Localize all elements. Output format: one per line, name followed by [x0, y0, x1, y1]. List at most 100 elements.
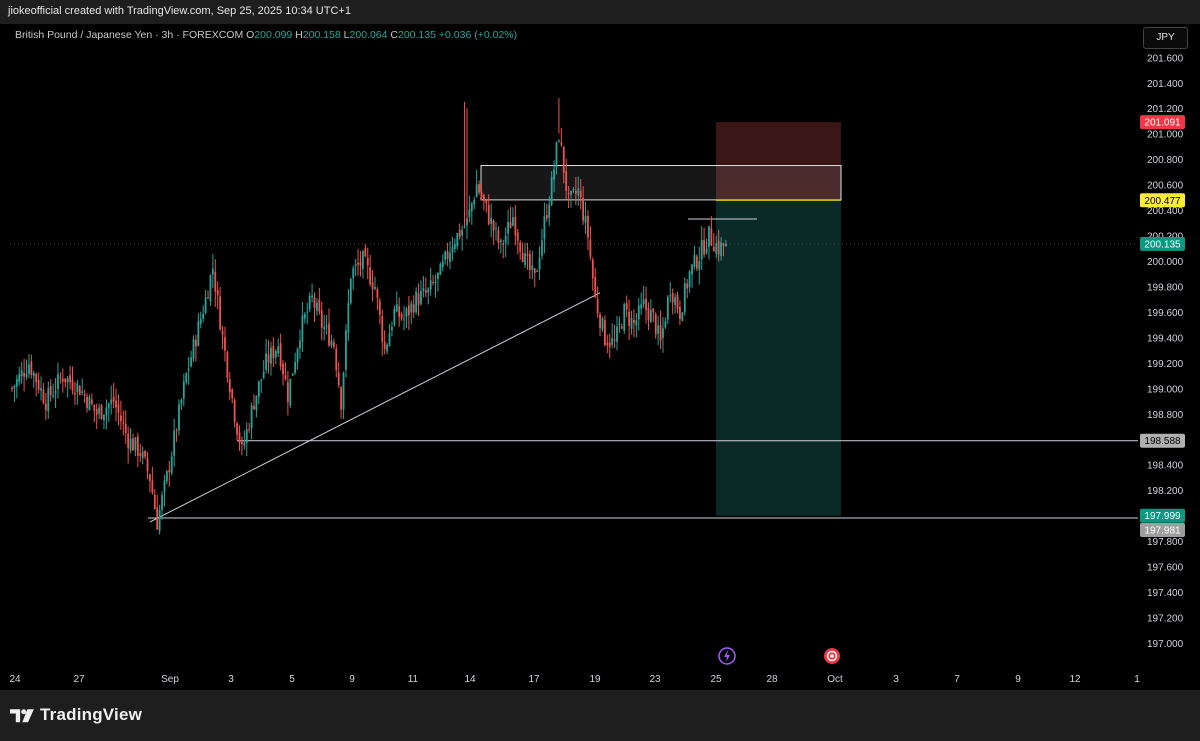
candle-body	[28, 364, 30, 374]
candle-body	[211, 268, 214, 275]
candle-body	[369, 267, 372, 285]
candle-body	[308, 296, 311, 310]
candle	[608, 333, 611, 359]
candle-body	[187, 368, 190, 371]
y-axis-tick: 197.800	[1147, 537, 1184, 548]
candle-body	[340, 387, 343, 410]
candle	[432, 275, 434, 286]
y-axis-tick: 199.000	[1147, 384, 1184, 395]
candle	[306, 302, 309, 325]
candle	[403, 305, 405, 331]
y-axis-tick: 200.800	[1147, 155, 1184, 166]
candle-body	[175, 430, 178, 432]
candle	[640, 292, 643, 315]
candle-body	[567, 193, 570, 195]
candle-body	[257, 381, 260, 397]
candle	[611, 323, 614, 349]
candle	[335, 344, 338, 378]
candle	[308, 292, 311, 312]
candle	[495, 222, 497, 241]
candle-body	[66, 377, 69, 383]
candle-body	[81, 391, 84, 393]
candle-body	[260, 379, 263, 381]
candle-body	[698, 260, 701, 270]
candle-body	[146, 458, 149, 472]
candle	[86, 393, 88, 413]
candle-body	[190, 357, 192, 367]
tradingview-logo[interactable]: TradingView	[10, 705, 142, 725]
price-label-value: 200.477	[1144, 196, 1181, 207]
candle	[688, 269, 691, 293]
candle-body	[178, 404, 180, 431]
candle-body	[231, 389, 234, 398]
candle	[565, 158, 568, 200]
brand-name: TradingView	[40, 705, 143, 724]
candle-body	[441, 261, 444, 268]
top-caption-bar: jiokeofficial created with TradingView.c…	[0, 0, 1200, 24]
resistance-zone	[480, 165, 842, 201]
candle	[359, 251, 362, 277]
candle	[630, 310, 633, 335]
candle-body	[468, 209, 471, 218]
candle	[606, 334, 609, 354]
ohlc-open: O200.099	[246, 29, 293, 41]
candle	[243, 430, 246, 450]
candle	[587, 210, 589, 251]
candle	[141, 446, 144, 465]
candle-body	[90, 399, 93, 404]
candle	[485, 199, 488, 213]
y-axis-tick: 197.600	[1147, 563, 1184, 574]
candle	[124, 410, 127, 444]
y-axis-tick: 201.600	[1147, 53, 1184, 64]
candle	[354, 258, 357, 277]
candle	[555, 141, 558, 175]
candle	[604, 315, 606, 347]
y-axis-tick: 197.200	[1147, 613, 1184, 624]
candle	[52, 383, 55, 399]
candle-body	[606, 342, 609, 346]
candle-body	[572, 189, 575, 191]
candle	[437, 272, 439, 292]
candle-body	[589, 239, 592, 257]
candle	[66, 376, 69, 398]
candle	[185, 371, 188, 385]
candle-body	[337, 372, 340, 386]
y-axis-tick: 197.000	[1147, 639, 1184, 650]
candle	[487, 194, 490, 226]
ohlc-low: L200.064	[343, 29, 388, 41]
candle-body	[23, 373, 25, 377]
currency-button[interactable]: JPY	[1143, 27, 1188, 49]
candle-body	[492, 220, 495, 231]
candle	[531, 250, 534, 280]
x-axis-tick: 12	[1069, 674, 1081, 685]
candle	[47, 381, 50, 419]
event-dot-icon	[830, 654, 834, 658]
candle	[13, 384, 16, 402]
candle-body	[708, 225, 710, 247]
candle-body	[659, 324, 662, 341]
candle	[470, 201, 473, 225]
candle	[342, 371, 345, 419]
candle	[642, 285, 645, 308]
candle	[516, 228, 519, 255]
price-label-value: 201.091	[1144, 118, 1181, 129]
candle	[146, 452, 149, 480]
candle	[28, 354, 30, 379]
candle	[286, 370, 289, 416]
candle	[270, 341, 272, 376]
chart-pane[interactable]	[8, 24, 1192, 690]
candle-body	[296, 348, 299, 363]
candle	[502, 239, 505, 259]
candle	[671, 288, 674, 315]
symbol-legend: British Pound / Japanese Yen · 3h · FORE…	[15, 29, 517, 41]
candle	[483, 193, 485, 211]
candle	[289, 378, 292, 409]
candle	[54, 378, 57, 409]
candle-body	[420, 291, 422, 304]
candle	[591, 257, 594, 291]
candle	[357, 248, 359, 276]
candle	[444, 250, 447, 265]
candle-body	[103, 414, 105, 420]
candle-body	[144, 451, 146, 457]
